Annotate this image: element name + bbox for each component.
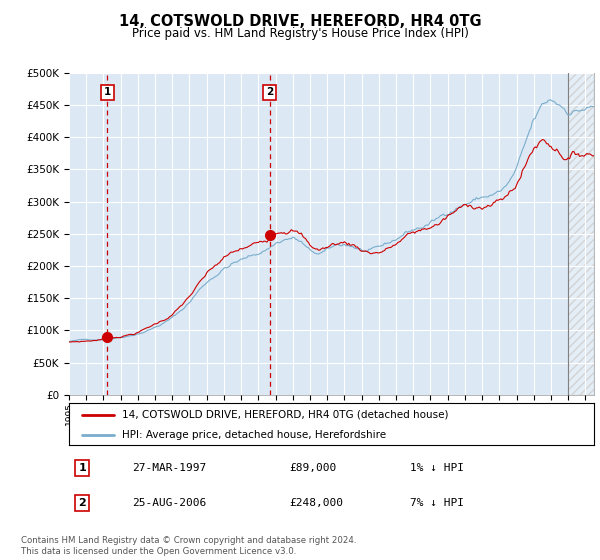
Bar (568, 73, 594, 395)
Text: 27-MAR-1997: 27-MAR-1997 (132, 463, 206, 473)
Text: 25-AUG-2006: 25-AUG-2006 (132, 498, 206, 508)
Text: £248,000: £248,000 (290, 498, 343, 508)
Text: £89,000: £89,000 (290, 463, 337, 473)
Text: 1% ↓ HPI: 1% ↓ HPI (410, 463, 464, 473)
Text: 7% ↓ HPI: 7% ↓ HPI (410, 498, 464, 508)
Text: 1: 1 (104, 87, 111, 97)
Text: 2: 2 (78, 498, 86, 508)
Text: HPI: Average price, detached house, Herefordshire: HPI: Average price, detached house, Here… (121, 430, 386, 440)
Text: 2: 2 (266, 87, 273, 97)
Bar (568, 73, 594, 395)
Text: 14, COTSWOLD DRIVE, HEREFORD, HR4 0TG (detached house): 14, COTSWOLD DRIVE, HEREFORD, HR4 0TG (d… (121, 410, 448, 420)
Text: Price paid vs. HM Land Registry's House Price Index (HPI): Price paid vs. HM Land Registry's House … (131, 27, 469, 40)
Text: Contains HM Land Registry data © Crown copyright and database right 2024.
This d: Contains HM Land Registry data © Crown c… (21, 536, 356, 556)
Text: 1: 1 (78, 463, 86, 473)
Text: 14, COTSWOLD DRIVE, HEREFORD, HR4 0TG: 14, COTSWOLD DRIVE, HEREFORD, HR4 0TG (119, 14, 481, 29)
